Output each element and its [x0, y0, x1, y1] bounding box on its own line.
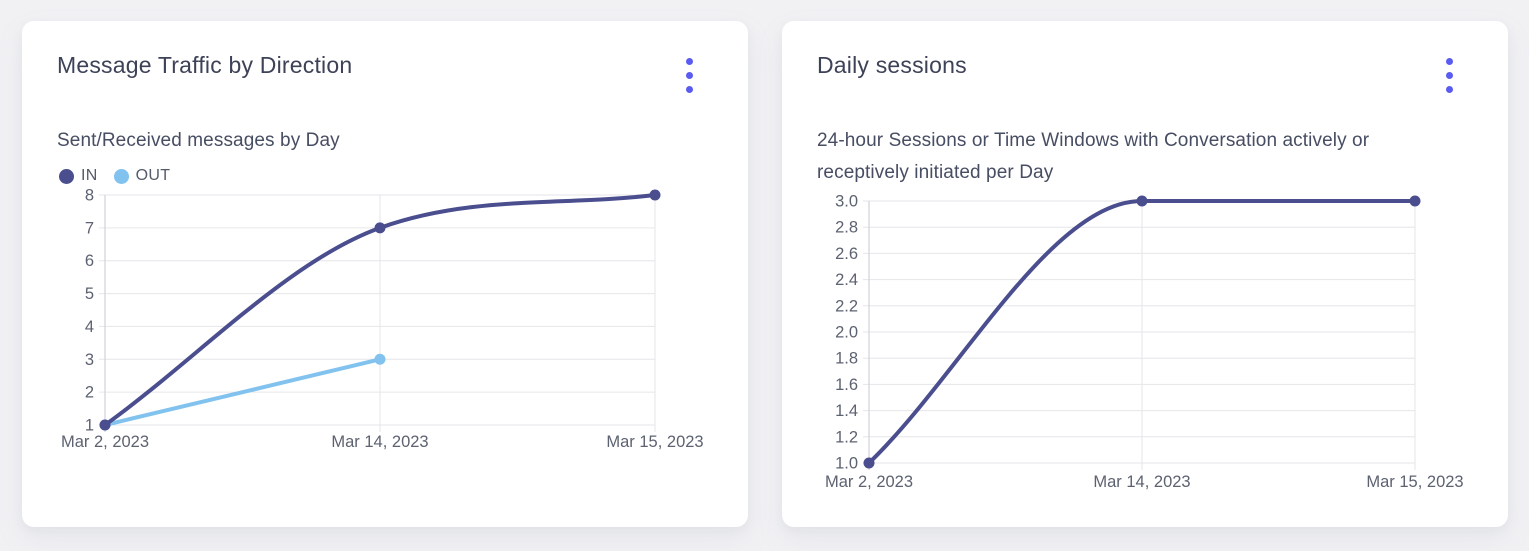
svg-text:5: 5: [85, 285, 94, 303]
svg-text:1: 1: [85, 417, 94, 435]
line-chart-message-traffic: 1 2 3 4 5 6 7 8 Mar 2, 2023 Mar 14, 2023 Mar 15, 2…: [57, 187, 713, 455]
svg-text:3: 3: [85, 351, 94, 369]
legend-item-out[interactable]: OUT: [113, 167, 171, 185]
card-subtitle: Sent/Received messages by Day: [57, 130, 340, 151]
kebab-menu-icon[interactable]: [678, 53, 701, 98]
legend-item-in[interactable]: IN: [59, 167, 98, 185]
kebab-dot: [686, 86, 693, 93]
chart-legend: IN OUT: [57, 167, 713, 185]
svg-text:6: 6: [85, 252, 94, 270]
svg-text:1.6: 1.6: [835, 376, 858, 394]
svg-text:3.0: 3.0: [835, 193, 858, 211]
line-chart-daily-sessions: 1.0 1.2 1.4 1.6 1.8 2.0 2.2 2.4 2.6 2.8 3.0 Mar 2, …: [817, 191, 1473, 499]
svg-text:2.2: 2.2: [835, 297, 858, 315]
kebab-dot: [1446, 86, 1453, 93]
svg-text:Mar 15, 2023: Mar 15, 2023: [1366, 473, 1463, 491]
legend-dot-out-icon: [113, 168, 129, 184]
svg-text:7: 7: [85, 219, 94, 237]
card-message-traffic: Message Traffic by Direction Sent/Receiv…: [22, 21, 748, 527]
svg-text:1.8: 1.8: [835, 350, 858, 368]
svg-text:Mar 2, 2023: Mar 2, 2023: [61, 433, 149, 451]
kebab-menu-icon[interactable]: [1438, 53, 1461, 98]
svg-text:Mar 15, 2023: Mar 15, 2023: [606, 433, 703, 451]
svg-text:2.4: 2.4: [835, 271, 858, 289]
svg-text:8: 8: [85, 187, 94, 205]
card-header: Daily sessions: [817, 49, 1473, 98]
kebab-dot: [1446, 58, 1453, 65]
svg-text:Mar 2, 2023: Mar 2, 2023: [825, 473, 913, 491]
svg-text:2.8: 2.8: [835, 219, 858, 237]
kebab-dot: [686, 72, 693, 79]
legend-label-out: OUT: [135, 167, 171, 184]
svg-text:1.0: 1.0: [835, 455, 858, 473]
card-daily-sessions: Daily sessions 24-hour Sessions or Time …: [782, 21, 1508, 527]
svg-text:1.2: 1.2: [835, 428, 858, 446]
card-header: Message Traffic by Direction: [57, 49, 713, 98]
legend-label-in: IN: [81, 167, 98, 184]
card-title: Message Traffic by Direction: [57, 52, 353, 78]
card-title: Daily sessions: [817, 52, 967, 78]
svg-text:2.0: 2.0: [835, 324, 858, 342]
svg-text:Mar 14, 2023: Mar 14, 2023: [1093, 473, 1190, 491]
svg-text:2: 2: [85, 384, 94, 402]
svg-text:Mar 14, 2023: Mar 14, 2023: [331, 433, 428, 451]
svg-text:2.6: 2.6: [835, 245, 858, 263]
card-subtitle: 24-hour Sessions or Time Windows with Co…: [817, 130, 1370, 183]
kebab-dot: [1446, 72, 1453, 79]
svg-text:1.4: 1.4: [835, 402, 858, 420]
kebab-dot: [686, 58, 693, 65]
legend-dot-in-icon: [59, 168, 74, 184]
svg-text:4: 4: [85, 318, 94, 336]
